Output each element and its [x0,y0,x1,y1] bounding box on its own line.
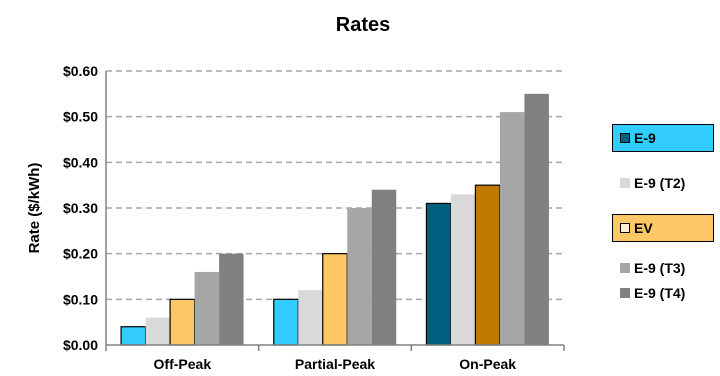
bar-e-9-t4-partial-peak [371,189,397,345]
bar-e-9-t3-off-peak [194,271,220,345]
legend-swatch [620,263,630,273]
y-tick-label: $0.60 [63,63,98,79]
legend-swatch [620,288,630,298]
bar-e-9-off-peak [120,326,147,346]
legend-item: E-9 (T4) [620,279,685,307]
bar-ev-partial-peak [322,253,348,346]
bar-ev-on-peak [474,184,501,346]
y-tick-label: $0.00 [63,337,98,353]
legend-item: EV [620,214,653,242]
y-tick-label: $0.40 [63,154,98,170]
bar-e-9-on-peak [425,202,452,346]
legend-label: EV [634,220,653,236]
axes [105,71,565,351]
bar-ev-off-peak [169,298,196,346]
bar-e-9-t2-off-peak [145,317,171,345]
legend-item: E-9 (T3) [620,254,685,282]
legend-label: E-9 (T2) [634,175,686,191]
legend-item: E-9 (T2) [620,169,685,197]
legend-item: E-9 [620,124,656,152]
x-tick-label: Off-Peak [154,356,212,372]
bar-e-9-t2-on-peak [450,194,476,345]
y-tick-label: $0.20 [63,246,98,262]
x-tick-label: Partial-Peak [295,356,375,372]
legend-swatch [620,133,630,143]
y-tick-label: $0.50 [63,109,98,125]
y-axis-label: Rate ($/kWh) [26,163,43,254]
y-tick-label: $0.10 [63,291,98,307]
x-axis-tick-labels: Off-Peak Partial-Peak On-Peak [154,356,517,372]
bar-e-9-t3-partial-peak [347,208,372,345]
y-tick-label: $0.30 [63,200,98,216]
bar-e-9-t4-on-peak [524,93,549,345]
bar-e-9-partial-peak [273,298,299,346]
y-axis-tick-labels: $0.00 $0.10 $0.20 $0.30 $0.40 $0.50 $0.60 [63,63,98,353]
legend-swatch [620,223,630,233]
legend-label: E-9 (T4) [634,285,686,301]
bar-e-9-t2-partial-peak [298,290,323,345]
bar-e-9-t3-on-peak [499,112,525,345]
legend-swatch [620,178,630,188]
legend-label: E-9 (T3) [634,260,686,276]
bars [120,93,549,346]
chart-title: Rates [336,14,390,36]
bar-e-9-t4-off-peak [219,253,244,345]
legend-label: E-9 [634,130,656,146]
x-tick-label: On-Peak [459,356,516,372]
